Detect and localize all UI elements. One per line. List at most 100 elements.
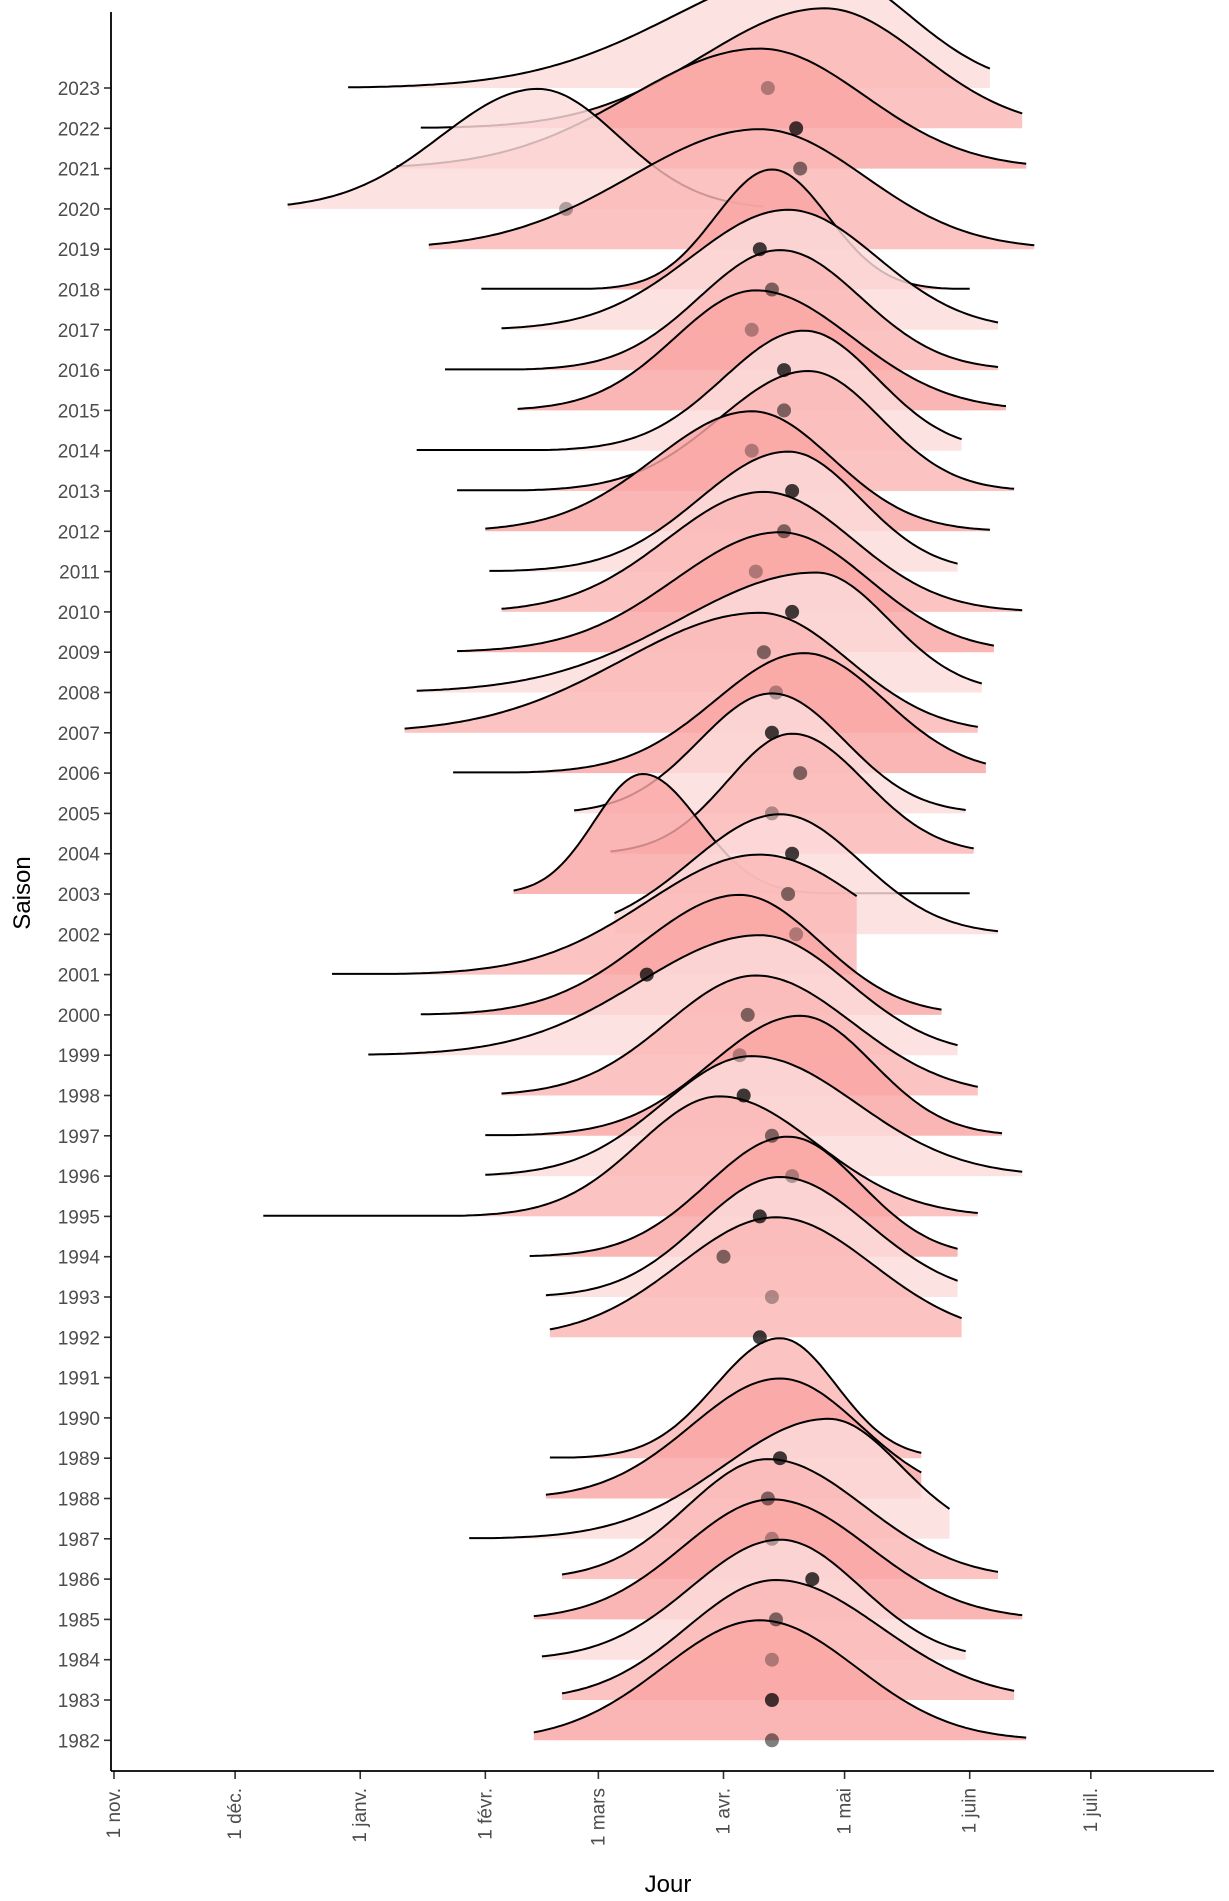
x-tick-label: 1 juin	[960, 1788, 981, 1833]
ridge-line-2009	[457, 531, 995, 653]
y-tick-label: 1999	[58, 1046, 100, 1067]
ridge-line-2006	[453, 652, 987, 774]
ridge-line-2011	[489, 450, 958, 572]
ridge-line-1985	[533, 1498, 1023, 1618]
y-tick-label: 1991	[58, 1369, 100, 1390]
ridge-line-2015	[517, 289, 1007, 410]
ridge-line-1999	[368, 934, 958, 1056]
ridge-line-2000	[420, 893, 942, 1016]
median-point-1983	[764, 1693, 779, 1707]
median-point-2017	[744, 322, 759, 337]
y-tick-label: 2016	[58, 361, 100, 382]
y-tick-label: 1997	[58, 1127, 100, 1148]
y-tick-label: 1982	[58, 1731, 100, 1752]
median-point-1995	[752, 1209, 767, 1224]
ridge-line-1996	[485, 1055, 1023, 1176]
y-tick-label: 1998	[58, 1087, 100, 1108]
median-point-2000	[740, 1007, 755, 1022]
ridge-line-1989	[549, 1337, 922, 1459]
ridge-line-2001	[332, 853, 858, 975]
ridge-line-2007	[404, 611, 978, 730]
x-tick-label: 1 mai	[835, 1788, 856, 1834]
y-tick-label: 1984	[58, 1651, 101, 1672]
y-tick-label: 2015	[58, 401, 100, 422]
y-tick-label: 1983	[58, 1691, 100, 1712]
ridge-line-2008	[416, 571, 983, 692]
ridge-line-2013	[457, 369, 1015, 492]
y-tick-label: 1995	[58, 1207, 100, 1228]
median-point-2013	[785, 484, 800, 498]
ridge-fill-1992	[549, 1217, 962, 1338]
y-tick-label: 2023	[58, 79, 100, 100]
ridge-line-2017	[501, 208, 999, 330]
ridge-line-2016	[445, 249, 999, 371]
median-point-1989	[773, 1451, 787, 1466]
ridge-line-2010	[501, 490, 1023, 612]
ridge-line-2023	[348, 0, 991, 89]
y-tick-label: 2021	[58, 160, 100, 181]
median-point-1986	[805, 1572, 820, 1587]
y-tick-label: 2018	[58, 281, 100, 302]
median-point-2016	[777, 363, 792, 378]
y-tick-label: 2019	[58, 240, 100, 261]
y-tick-label: 2020	[58, 200, 100, 221]
x-axis-title: Jour	[645, 1871, 692, 1898]
ridge-line-1993	[545, 1175, 958, 1297]
median-point-2012	[777, 524, 792, 539]
y-tick-label: 2002	[58, 925, 100, 946]
median-point-2002	[789, 927, 804, 942]
median-point-2007	[764, 725, 779, 740]
ridge-line-1994	[529, 1135, 958, 1257]
y-tick-label: 2006	[58, 764, 100, 785]
ridge-line-1998	[501, 974, 978, 1095]
x-tick-label: 1 mars	[588, 1788, 609, 1846]
median-point-2004	[785, 846, 800, 861]
x-tick-label: 1 févr.	[475, 1788, 496, 1840]
y-tick-label: 2000	[58, 1006, 100, 1027]
y-tick-label: 1994	[58, 1248, 101, 1269]
y-tick-label: 1985	[58, 1610, 100, 1631]
y-tick-label: 2009	[58, 643, 100, 664]
ridge-line-1983	[561, 1578, 1015, 1695]
median-point-2003	[781, 887, 796, 901]
median-point-1988	[760, 1491, 775, 1506]
y-tick-label: 2017	[58, 321, 100, 342]
ridge-line-2012	[485, 410, 990, 531]
y-tick-label: 2007	[58, 724, 100, 745]
median-point-1984	[764, 1652, 779, 1667]
y-tick-label: 1987	[58, 1530, 100, 1551]
y-tick-label: 2012	[58, 522, 100, 543]
x-tick-label: 1 avr.	[713, 1788, 734, 1834]
median-point-1985	[768, 1612, 783, 1627]
ridge-fill-2006	[453, 653, 986, 774]
y-tick-label: 2004	[58, 845, 101, 866]
median-point-1993	[764, 1290, 779, 1304]
median-point-1996	[785, 1169, 800, 1184]
median-point-1994	[716, 1249, 731, 1264]
median-point-1992	[752, 1330, 767, 1345]
y-tick-label: 1993	[58, 1288, 100, 1309]
x-tick-label: 1 janv.	[350, 1788, 371, 1843]
median-point-2023	[760, 81, 775, 95]
ridge-line-1997	[485, 1014, 1003, 1137]
x-tick-label: 1 déc.	[225, 1788, 246, 1840]
x-axis-ticks: 1 nov. 1 déc. 1 janv. 1 févr. 1 mars 1 avr. 1 …	[104, 1771, 1102, 1846]
median-point-2005	[764, 806, 779, 821]
y-tick-label: 2008	[58, 684, 100, 705]
ridge-line-2014	[416, 329, 962, 451]
median-point-2021	[793, 161, 808, 176]
y-tick-label: 2010	[58, 603, 100, 624]
ridge-line-1988	[545, 1377, 922, 1496]
median-points	[559, 81, 820, 1748]
median-point-2011	[748, 564, 763, 579]
median-point-2008	[768, 685, 783, 700]
ridge-line-1995	[263, 1095, 978, 1217]
y-tick-label: 2014	[58, 442, 101, 463]
y-tick-label: 1986	[58, 1570, 100, 1591]
median-point-2020	[559, 201, 574, 216]
median-point-1998	[736, 1088, 751, 1103]
ridges	[263, 0, 1035, 1741]
y-tick-label: 2003	[58, 885, 100, 906]
y-axis-title: Saison	[9, 856, 36, 929]
ridge-fill-2003	[513, 774, 970, 894]
